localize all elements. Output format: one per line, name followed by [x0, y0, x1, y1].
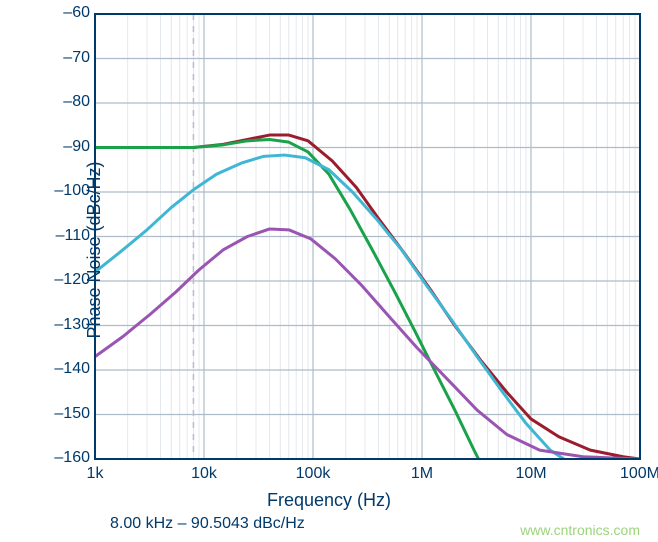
y-tick-label: –100: [30, 182, 90, 200]
y-tick-label: –60: [30, 4, 90, 22]
x-axis-label: Frequency (Hz): [0, 490, 658, 511]
x-tick-label: 1M: [411, 465, 433, 483]
x-tick-label: 10M: [515, 465, 546, 483]
y-tick-label: –90: [30, 138, 90, 156]
marker-readout: 8.00 kHz – 90.5043 dBc/Hz: [110, 515, 305, 533]
y-tick-label: –70: [30, 49, 90, 67]
y-tick-label: –80: [30, 93, 90, 111]
y-tick-label: –150: [30, 405, 90, 423]
x-tick-label: 100M: [620, 465, 658, 483]
x-tick-label: 1k: [87, 465, 104, 483]
y-tick-label: –110: [30, 227, 90, 245]
y-tick-label: –130: [30, 316, 90, 334]
y-tick-label: –120: [30, 271, 90, 289]
watermark-text: www.cntronics.com: [520, 522, 640, 538]
x-tick-label: 10k: [191, 465, 217, 483]
x-tick-label: 100k: [296, 465, 331, 483]
y-tick-label: –160: [30, 449, 90, 467]
y-tick-label: –140: [30, 360, 90, 378]
chart-container: { "canvas": { "width": 658, "height": 54…: [0, 0, 658, 542]
